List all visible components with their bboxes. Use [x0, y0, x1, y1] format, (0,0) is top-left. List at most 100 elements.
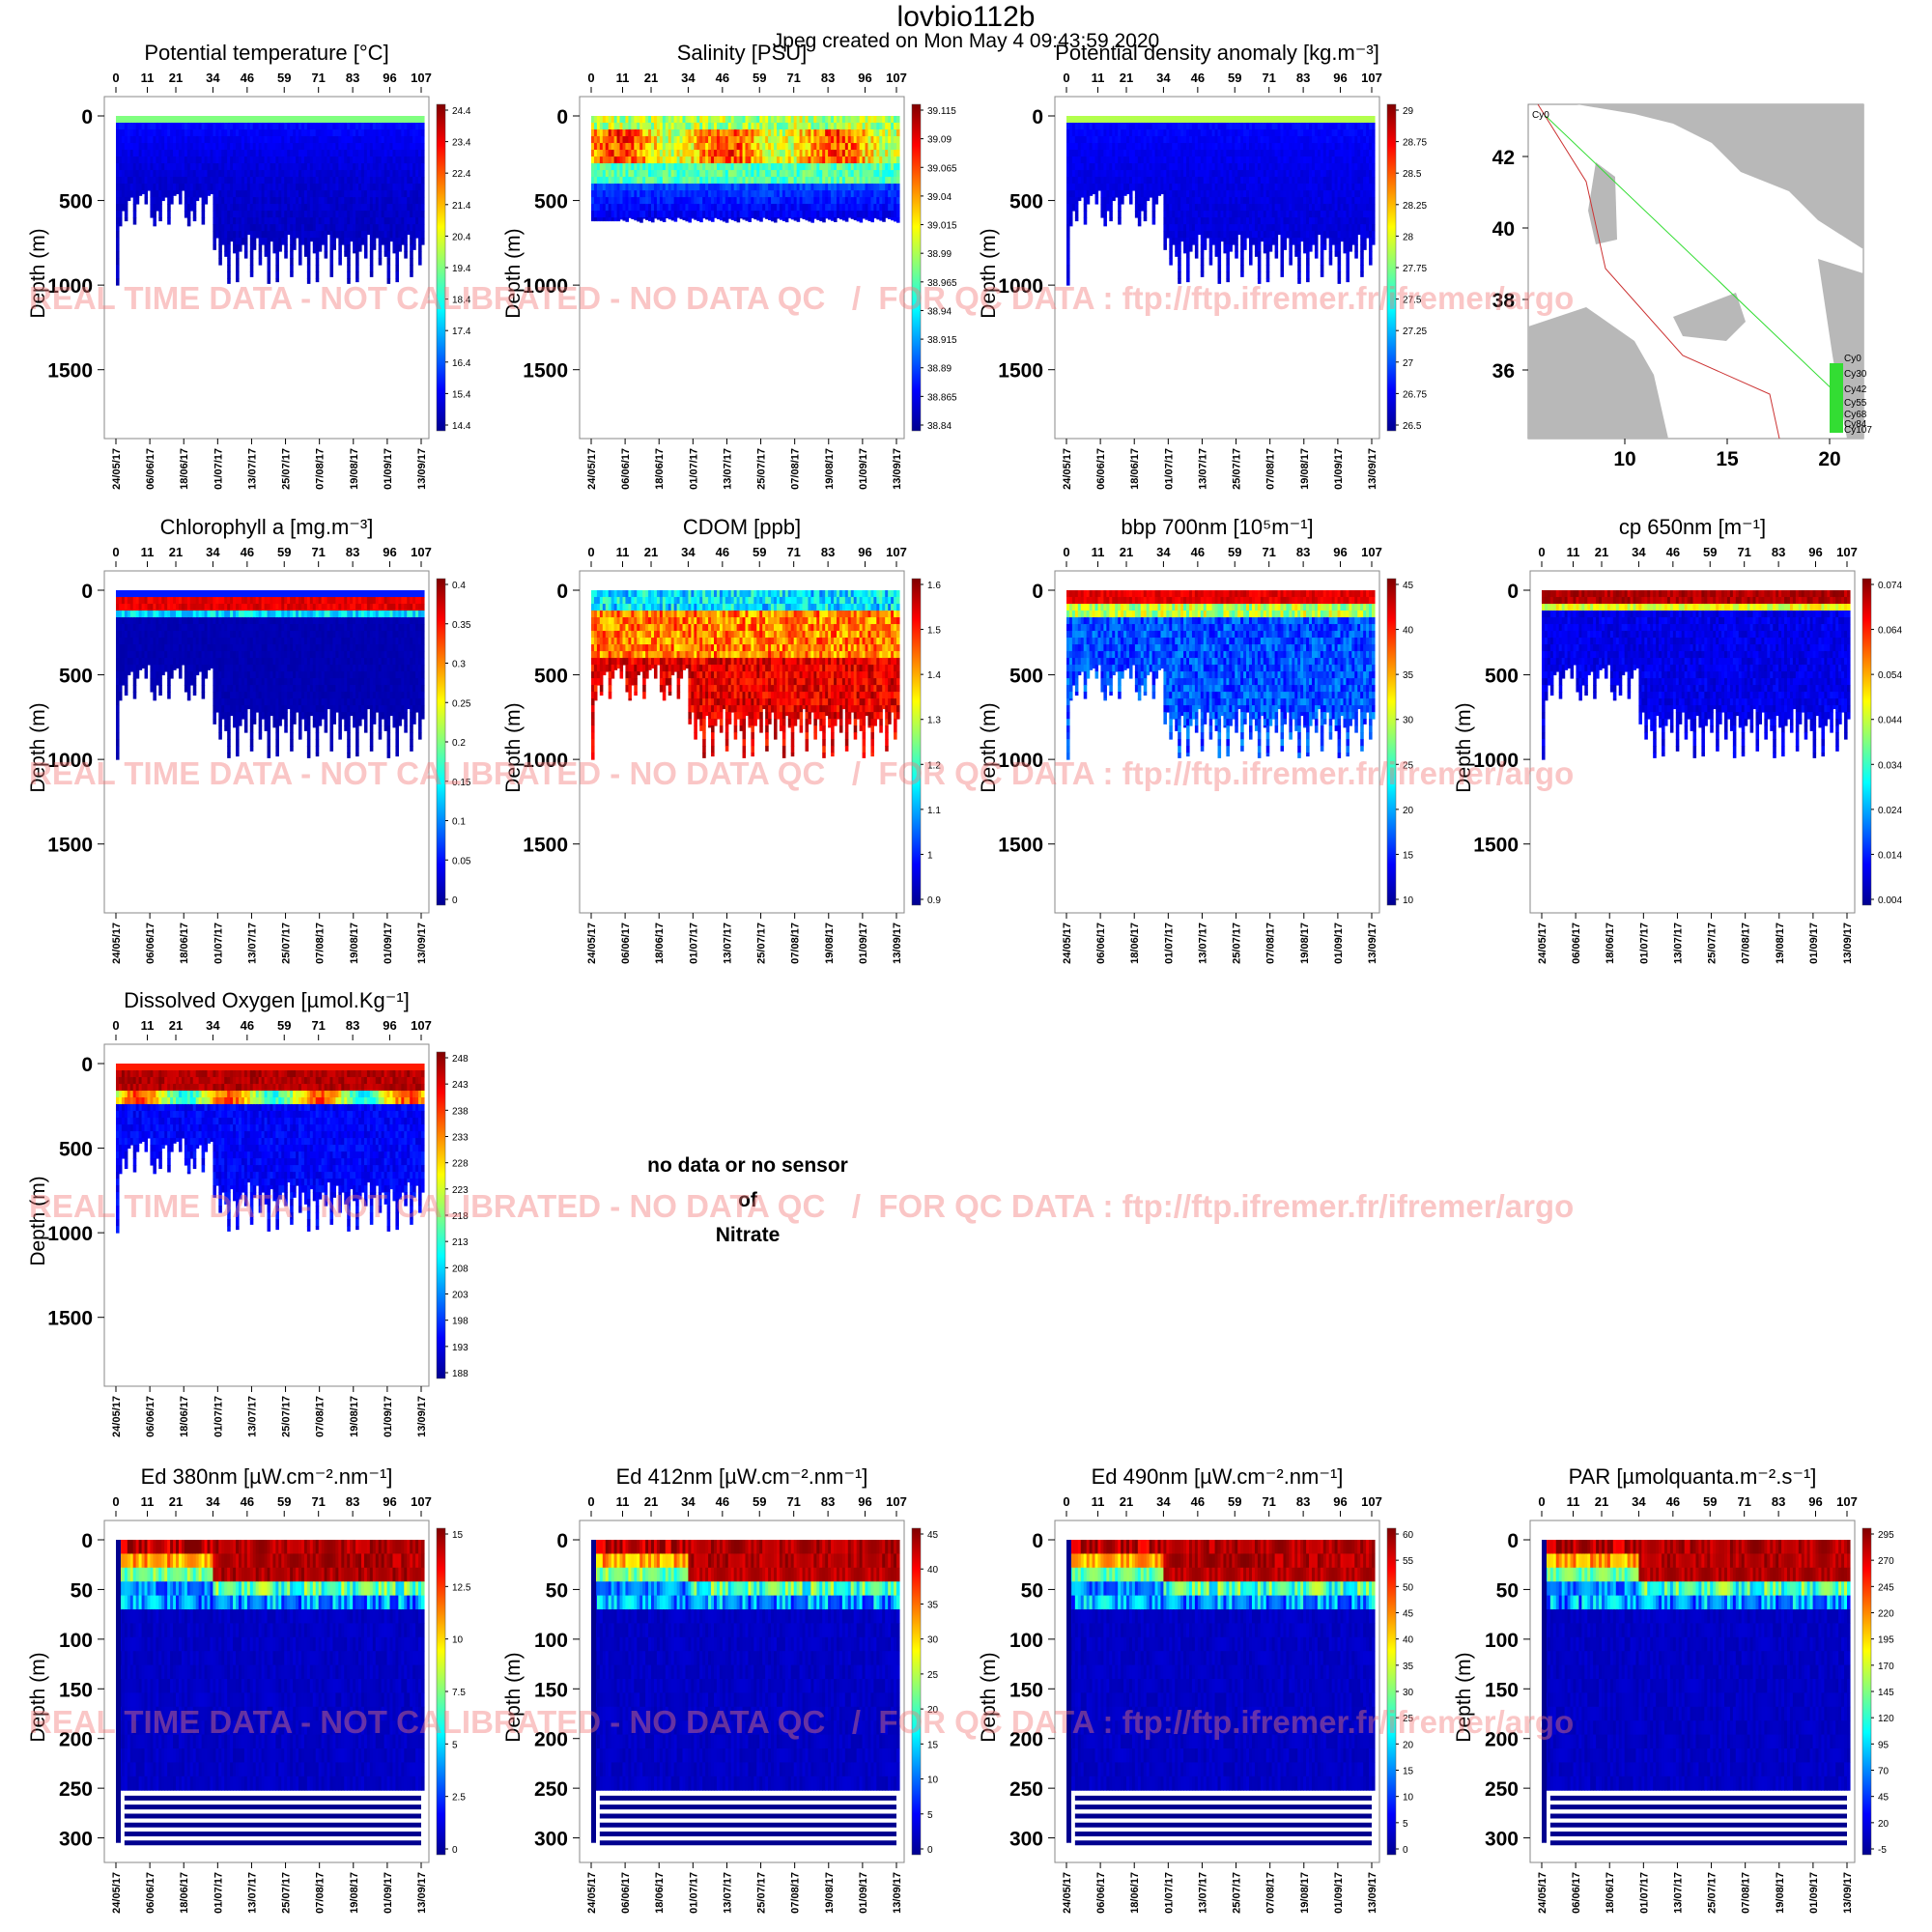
heatmap-cell [312, 217, 317, 225]
heatmap-cell [796, 211, 801, 218]
heatmap-cell [184, 184, 188, 191]
heatmap-cell [198, 116, 203, 124]
heatmap-cell [315, 265, 320, 272]
heatmap-cell [236, 116, 240, 124]
heatmap-cell [713, 163, 718, 171]
heatmap-cell [696, 143, 700, 151]
heatmap-cell [221, 163, 225, 171]
heatmap-cell [713, 150, 718, 157]
heatmap-cell [1074, 217, 1079, 222]
heatmap-cell [1089, 123, 1094, 130]
heatmap-cell [327, 170, 331, 178]
heatmap-cell [659, 143, 664, 151]
heatmap-cell [682, 156, 687, 164]
heatmap-cell [363, 150, 368, 157]
heatmap-cell [619, 156, 624, 164]
heatmap-cell [215, 190, 219, 198]
heatmap-cell [716, 184, 721, 191]
heatmap-cell [230, 116, 234, 124]
heatmap-cell [318, 170, 323, 178]
heatmap-cell [790, 204, 795, 212]
heatmap-cell [608, 197, 612, 205]
heatmap-cell [802, 129, 807, 137]
heatmap-cell [591, 211, 595, 218]
heatmap-cell [1092, 123, 1096, 130]
heatmap-cell [885, 204, 889, 212]
heatmap-cell [691, 136, 695, 144]
heatmap-cell [756, 136, 760, 144]
heatmap-cell [733, 136, 738, 144]
heatmap-cell [1089, 156, 1094, 164]
heatmap-cell [318, 190, 323, 198]
heatmap-cell [207, 150, 212, 157]
heatmap-cell [870, 177, 874, 185]
heatmap-cell [808, 197, 812, 205]
heatmap-cell [241, 129, 245, 137]
heatmap-cell [708, 197, 712, 205]
heatmap-cell [312, 170, 317, 178]
heatmap-cell [808, 156, 812, 164]
heatmap-cell [329, 170, 334, 178]
heatmap-cell [192, 211, 197, 218]
heatmap-cell [796, 143, 801, 151]
heatmap-cell [421, 163, 425, 171]
heatmap-cell [412, 163, 416, 171]
heatmap-cell [637, 177, 640, 185]
heatmap-cell [891, 204, 895, 212]
heatmap-cell [366, 184, 371, 191]
heatmap-cell [628, 204, 632, 212]
heatmap-cell [765, 136, 769, 144]
heatmap-cell [116, 217, 120, 225]
heatmap-cell [227, 258, 231, 266]
heatmap-cell [765, 197, 769, 205]
heatmap-cell [249, 238, 254, 245]
panels-group: Potential temperature [°C]0 11 21 34 46 59 71 8… [27, 41, 1902, 1914]
heatmap-cell [355, 204, 359, 212]
heatmap-cell [255, 156, 260, 164]
heatmap-cell [418, 143, 422, 151]
heatmap-cell [243, 244, 248, 252]
heatmap-cell [1100, 156, 1104, 164]
heatmap-cell [1103, 204, 1107, 212]
heatmap-cell [318, 150, 323, 157]
heatmap-cell [1077, 177, 1082, 185]
heatmap-cell [341, 136, 345, 144]
heatmap-cell [642, 204, 646, 212]
heatmap-cell [321, 129, 326, 137]
heatmap-cell [127, 190, 131, 198]
heatmap-cell [360, 156, 365, 164]
heatmap-cell [694, 197, 697, 205]
heatmap-cell [227, 271, 231, 279]
heatmap-cell [896, 123, 900, 130]
heatmap-cell [768, 217, 772, 221]
heatmap-cell [1080, 163, 1085, 171]
heatmap-cell [1106, 170, 1110, 178]
heatmap-cell [300, 211, 305, 218]
heatmap-cell [711, 129, 715, 137]
heatmap-cell [685, 190, 690, 198]
colorbar-tick-label: 38.84 [927, 421, 952, 432]
heatmap-cell [894, 136, 897, 144]
heatmap-cell [679, 129, 684, 137]
heatmap-cell [378, 217, 383, 225]
heatmap-cell [722, 123, 726, 130]
heatmap-cell [312, 129, 317, 137]
heatmap-cell [389, 184, 394, 191]
heatmap-cell [705, 177, 709, 185]
heatmap-cell [360, 150, 365, 157]
heatmap-cell [853, 197, 858, 205]
heatmap-cell [616, 204, 621, 212]
heatmap-cell [639, 136, 643, 144]
heatmap-cell [662, 123, 667, 130]
heatmap-cell [218, 190, 222, 198]
heatmap-cell [386, 123, 391, 130]
heatmap-cell [696, 170, 700, 178]
heatmap-cell [1074, 204, 1079, 212]
heatmap-cell [653, 156, 658, 164]
heatmap-cell [230, 211, 234, 218]
heatmap-cell [805, 177, 810, 185]
heatmap-cell [885, 150, 889, 157]
heatmap-cell [224, 156, 228, 164]
heatmap-cell [882, 143, 886, 151]
heatmap-cell [616, 163, 621, 171]
